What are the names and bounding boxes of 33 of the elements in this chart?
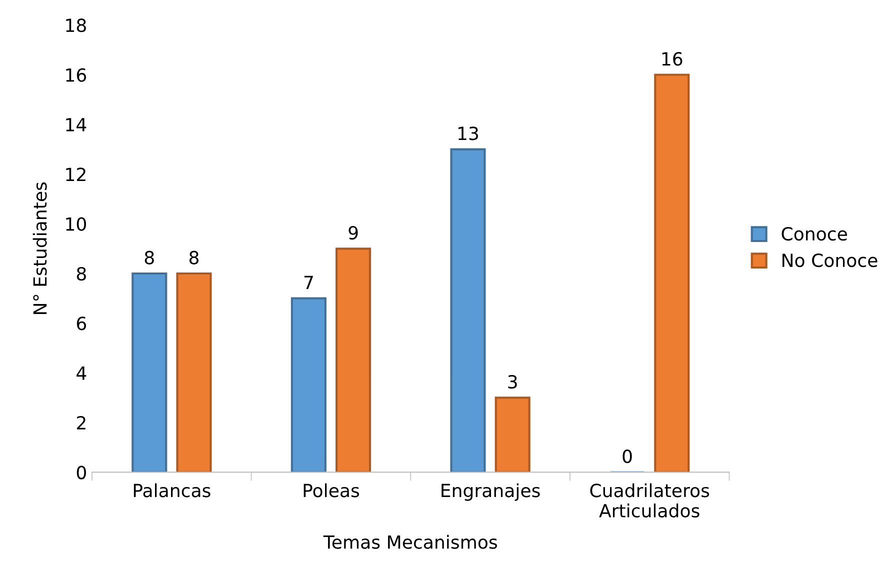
y-tick-label: 4 — [76, 366, 86, 380]
bar — [336, 248, 372, 472]
data-label: 8 — [189, 250, 198, 264]
y-tick-label: 16 — [66, 68, 86, 82]
x-tick-label: Engranajes — [442, 483, 540, 501]
y-tick-label: 8 — [76, 266, 86, 281]
y-axis-title: N° Estudiantes — [32, 182, 47, 314]
x-axis-title: Temas Mecanismos — [323, 534, 497, 549]
data-label: 0 — [622, 450, 632, 464]
legend-label: No Conoce — [782, 253, 878, 268]
y-tick-label: 0 — [76, 466, 86, 480]
legend-label: Conoce — [782, 226, 847, 241]
x-tick-label: Poleas — [304, 483, 360, 498]
y-tick-label: 14 — [66, 118, 86, 132]
data-label: 13 — [458, 126, 478, 140]
data-label: 7 — [304, 276, 313, 290]
bar — [290, 297, 326, 472]
bar — [450, 148, 486, 472]
bar — [654, 74, 690, 472]
bar — [176, 272, 212, 472]
data-label: 8 — [144, 250, 154, 264]
bar — [132, 272, 168, 472]
y-tick-label: 6 — [76, 316, 86, 330]
bar — [494, 396, 530, 472]
y-tick-label: 12 — [66, 168, 86, 181]
y-tick-label: 18 — [66, 18, 86, 32]
y-tick-label: 10 — [66, 217, 86, 231]
data-label: 16 — [662, 52, 682, 66]
data-label: 3 — [508, 374, 517, 389]
y-tick-label: 2 — [77, 416, 86, 430]
data-label: 9 — [348, 226, 358, 240]
x-tick-label: Cuadrilateros Articulados — [590, 483, 710, 518]
x-tick-label: Palancas — [134, 483, 210, 498]
